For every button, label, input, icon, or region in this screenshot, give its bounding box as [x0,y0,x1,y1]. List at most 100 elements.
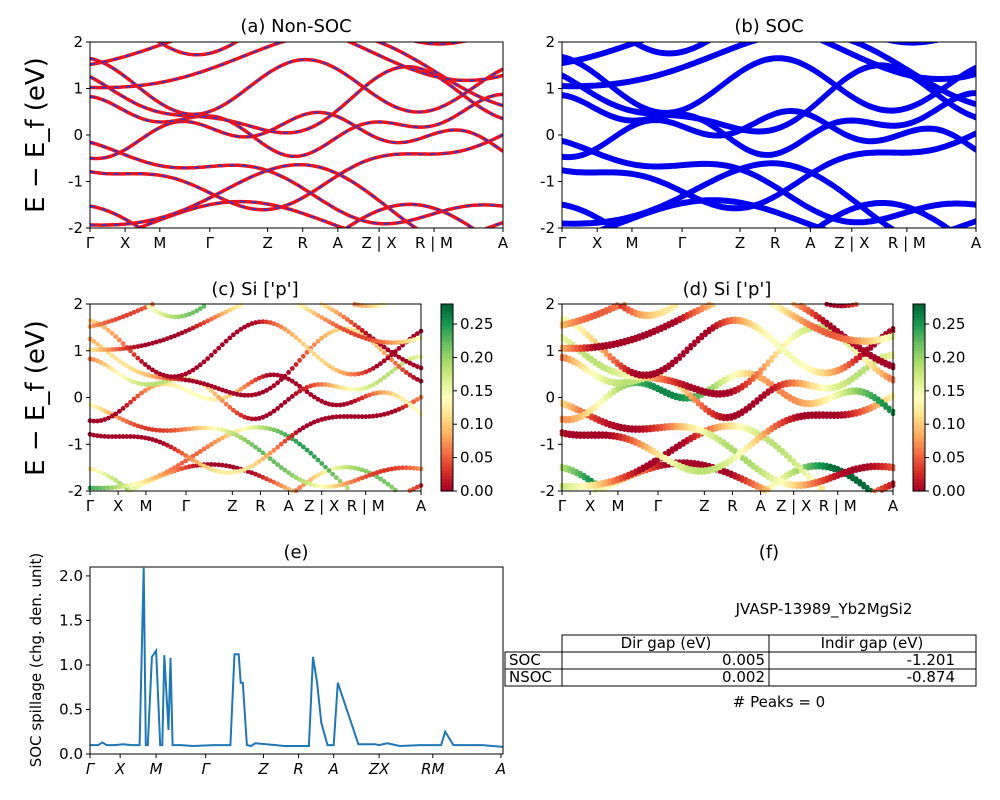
weight-point [183,328,189,334]
weight-point [323,464,328,470]
weight-point [407,402,413,407]
weight-point [636,371,642,376]
weight-point [216,462,222,468]
weight-point [370,366,376,371]
weight-point [739,383,745,388]
weight-point [414,364,420,369]
ytick-label: -1 [540,435,555,453]
weight-point [798,465,804,471]
colorbar-segment [441,307,453,311]
weight-point [150,340,155,346]
weight-point [581,344,587,350]
weight-point [330,365,336,371]
weight-point [220,427,225,433]
weight-point [655,368,660,374]
weight-point [802,399,808,405]
colorbar-segment [441,391,453,395]
colorbar-segment [441,416,453,420]
weight-point [644,425,649,430]
weight-point [95,485,100,491]
weight-point [242,324,247,330]
weight-point [139,343,144,349]
weight-point [846,336,852,341]
weight-point [293,362,299,367]
weight-point [212,349,218,355]
info-table: Dir gap (eV) Indir gap (eV) SOC 0.005 -1… [504,634,977,687]
weight-point [131,434,137,439]
weight-point [835,328,841,333]
weight-point [666,362,672,368]
weight-point [791,312,797,318]
weight-point [297,427,302,433]
weight-point [647,329,653,334]
weight-point [146,365,152,370]
colorbar-segment [441,409,453,414]
weight-point [264,425,269,431]
weight-point [212,426,218,431]
band-line [562,42,976,108]
weight-point [142,305,148,310]
weight-point [681,464,686,469]
weight-point [205,465,211,471]
weight-point [820,327,826,333]
weight-point [872,336,877,342]
weight-point [607,352,613,358]
weight-point [345,386,350,392]
colorbar-segment [913,385,925,389]
weight-point [323,469,328,475]
weight-point [385,347,391,353]
weight-point [98,418,104,423]
ytick-label: 0.0 [59,745,83,763]
header-indir-gap: Indir gap (eV) [821,634,924,652]
weight-point [585,344,591,349]
weight-point [109,434,115,439]
weight-point [197,306,203,311]
weight-point [363,414,369,419]
weight-point [135,393,141,399]
weight-point [337,312,343,317]
weight-point [396,394,402,400]
weight-point [411,355,416,361]
weight-point [879,354,885,359]
weight-point [596,360,602,366]
xtick-label: Z [735,234,745,252]
weight-point [378,346,383,352]
weight-point [271,383,277,389]
weight-point [175,314,181,320]
weight-point [411,399,416,405]
weight-point [589,343,594,349]
weight-point [146,373,152,378]
weight-point [747,425,752,431]
weight-point [109,485,115,490]
weight-point [747,459,752,465]
colorbar-segment [913,353,925,358]
weight-point [651,311,657,316]
weight-point [389,357,394,363]
weight-point [787,454,793,460]
weight-point [109,475,115,481]
weight-point [348,465,354,470]
xtick-label: Γ [678,234,687,252]
weight-point [817,383,822,389]
weight-point [135,481,141,486]
weight-point [817,326,822,331]
band-line [562,110,976,161]
weight-point [820,411,826,417]
weight-point [146,304,152,309]
weight-point [636,310,642,316]
band-line [562,130,976,209]
weight-point [128,434,133,439]
xtick-label: R [293,760,303,778]
weight-point [319,398,325,404]
weight-point [256,416,262,421]
colorbar-segment [441,431,453,436]
row-label-nsoc: NSOC [509,668,552,686]
weight-point [592,371,598,377]
weight-point [776,444,782,450]
weight-point [131,481,137,487]
weight-point [345,464,350,470]
weight-point [607,390,613,396]
band-line [562,92,976,158]
weight-point [817,411,822,417]
ytick-label: 1.0 [59,656,83,674]
